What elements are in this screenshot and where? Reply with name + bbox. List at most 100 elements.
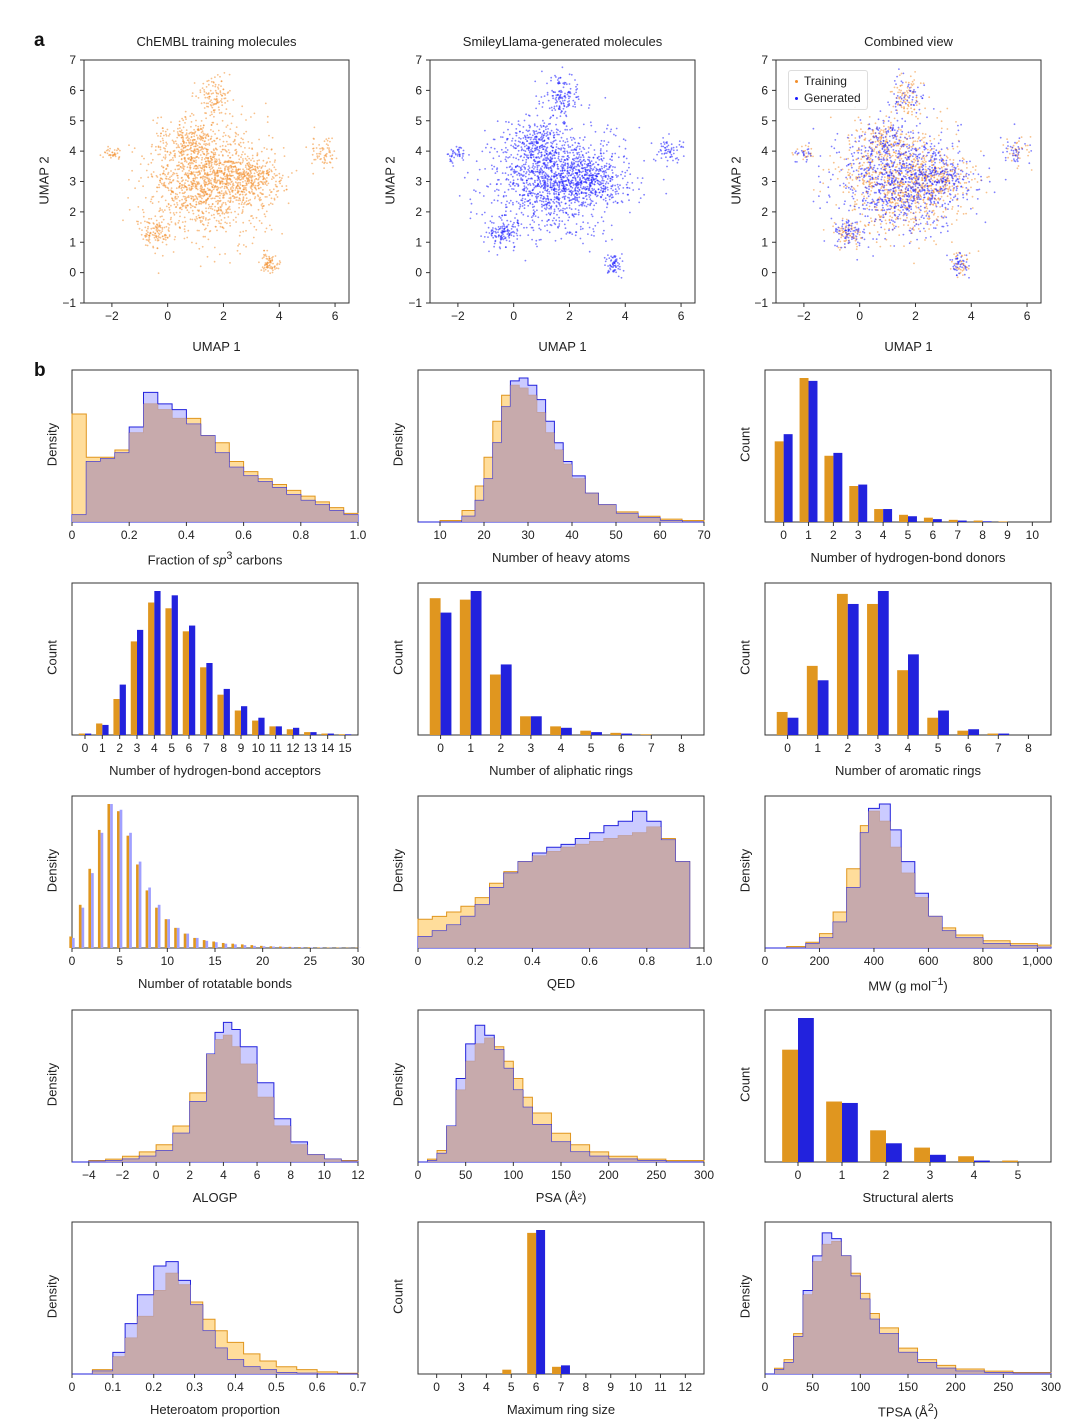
- scatter-point: [235, 221, 238, 223]
- scatter-point: [200, 170, 203, 172]
- scatter-point: [609, 268, 612, 271]
- scatter-point: [517, 183, 519, 186]
- scatter-point: [190, 197, 193, 200]
- scatter-point: [559, 173, 562, 175]
- scatter-point: [270, 148, 273, 151]
- scatter-point: [235, 126, 238, 128]
- scatter-point: [575, 165, 578, 168]
- scatter-point: [206, 105, 208, 108]
- scatter-point: [144, 226, 147, 229]
- scatter-point: [538, 173, 541, 175]
- scatter-point: [557, 77, 560, 80]
- scatter-point: [240, 163, 242, 165]
- scatter-point: [177, 144, 180, 146]
- scatter-point: [526, 147, 528, 150]
- scatter-point: [618, 265, 621, 268]
- scatter-point: [590, 167, 593, 170]
- scatter-point: [153, 223, 155, 225]
- scatter-point: [846, 185, 848, 188]
- scatter-point: [199, 91, 202, 94]
- scatter-point: [221, 104, 224, 107]
- scatter-point: [233, 165, 236, 168]
- scatter-point: [925, 222, 927, 225]
- y-axis-label: UMAP 2: [36, 155, 52, 205]
- scatter-point: [527, 154, 529, 157]
- scatter-point: [271, 259, 273, 262]
- scatter-point: [519, 155, 522, 158]
- scatter-point: [524, 150, 527, 153]
- scatter-point: [880, 187, 882, 189]
- scatter-point: [501, 136, 504, 138]
- scatter-point: [594, 172, 596, 175]
- scatter-point: [557, 226, 559, 228]
- scatter-point: [569, 182, 571, 185]
- scatter-point: [492, 222, 495, 224]
- scatter-point: [149, 241, 151, 244]
- scatter-point: [164, 186, 167, 189]
- scatter-point: [918, 247, 920, 250]
- scatter-point: [178, 207, 181, 209]
- scatter-point: [241, 184, 244, 187]
- scatter-point: [557, 151, 560, 154]
- scatter-point: [664, 147, 667, 149]
- scatter-point: [158, 222, 161, 224]
- scatter-point: [546, 150, 548, 153]
- scatter-point: [199, 89, 202, 91]
- scatter-point: [575, 192, 577, 195]
- scatter-point: [510, 173, 512, 176]
- scatter-point: [571, 170, 574, 173]
- scatter-point: [231, 168, 234, 171]
- scatter-point: [231, 170, 233, 173]
- scatter-point: [455, 153, 457, 156]
- scatter-point: [570, 199, 573, 201]
- scatter-point: [281, 232, 283, 235]
- scatter-point: [505, 203, 507, 206]
- scatter-point: [604, 175, 606, 177]
- scatter-point: [205, 148, 208, 151]
- scatter-point: [271, 267, 273, 270]
- scatter-point: [470, 202, 473, 205]
- scatter-point: [514, 144, 517, 146]
- scatter-point: [239, 141, 242, 144]
- scatter-point: [909, 190, 912, 192]
- scatter-point: [548, 175, 550, 178]
- scatter-point: [110, 156, 112, 159]
- scatter-point: [905, 94, 908, 97]
- scatter-point: [566, 167, 569, 170]
- scatter-point: [184, 149, 187, 152]
- scatter-point: [600, 196, 602, 199]
- scatter-point: [1006, 147, 1009, 150]
- scatter-point: [578, 156, 580, 158]
- scatter-point: [275, 267, 278, 270]
- scatter-point: [832, 225, 834, 228]
- scatter-point: [590, 172, 592, 175]
- scatter-point: [567, 101, 569, 103]
- scatter-point: [210, 80, 213, 83]
- scatter-point: [600, 139, 603, 142]
- scatter-point: [564, 227, 567, 230]
- scatter-point: [197, 174, 199, 176]
- scatter-point: [248, 219, 251, 222]
- scatter-point: [523, 119, 526, 122]
- scatter-point: [567, 213, 569, 216]
- scatter-point: [601, 167, 603, 170]
- scatter-point: [151, 202, 154, 205]
- scatter-point: [238, 185, 240, 188]
- scatter-point: [629, 173, 632, 176]
- scatter-point: [248, 163, 251, 165]
- scatter-point: [553, 140, 556, 142]
- scatter-point: [252, 184, 255, 187]
- scatter-point: [575, 160, 577, 163]
- scatter-point: [220, 111, 223, 114]
- scatter-point: [946, 184, 948, 187]
- scatter-point: [582, 197, 584, 200]
- scatter-point: [962, 274, 964, 276]
- scatter-point: [584, 160, 587, 163]
- scatter-point: [321, 161, 324, 163]
- scatter-point: [219, 225, 222, 228]
- scatter-point: [520, 199, 523, 202]
- scatter-point: [505, 178, 508, 181]
- scatter-point: [262, 267, 265, 270]
- scatter-point: [328, 149, 330, 151]
- scatter-point: [843, 158, 846, 161]
